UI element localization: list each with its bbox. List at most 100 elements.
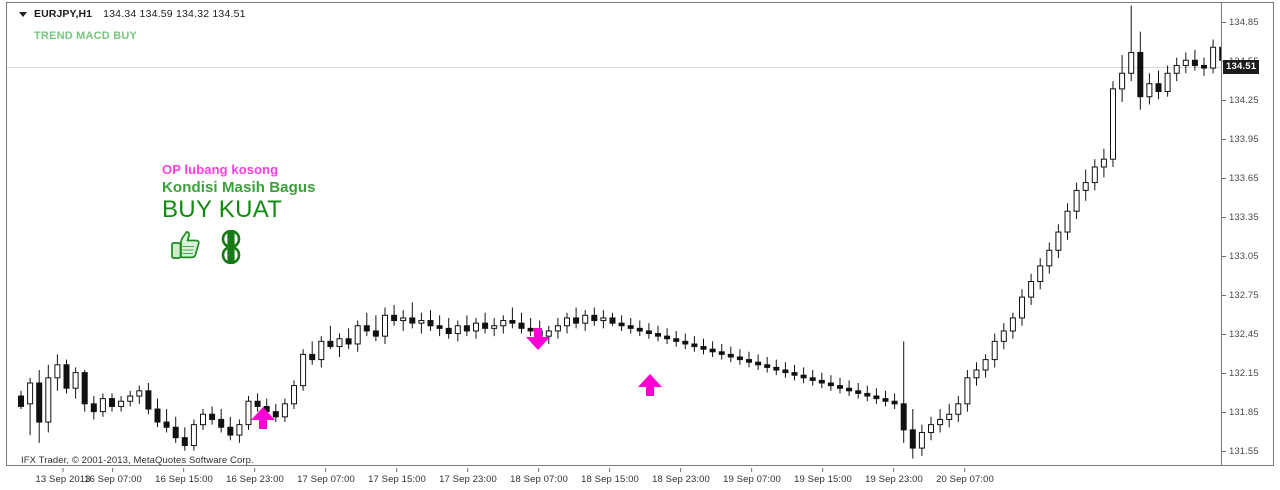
time-tick-dash xyxy=(112,468,114,472)
candlestick xyxy=(527,317,534,337)
price-axis[interactable]: 134.85134.55134.25133.95133.65133.35133.… xyxy=(1221,3,1273,465)
candlestick xyxy=(909,409,916,459)
candlestick xyxy=(1137,31,1144,110)
candlestick xyxy=(554,317,561,339)
chevron-down-icon[interactable] xyxy=(19,11,27,17)
candlestick xyxy=(436,315,443,337)
candlestick xyxy=(691,336,698,352)
candlestick xyxy=(400,310,407,331)
time-tick-label: 17 Sep 07:00 xyxy=(297,474,355,485)
candlestick xyxy=(809,369,816,386)
candlestick xyxy=(655,325,661,342)
price-tick: 133.35 xyxy=(1222,212,1259,224)
time-tick-label: 19 Sep 23:00 xyxy=(865,474,923,485)
price-tick-label: 134.85 xyxy=(1229,17,1259,29)
candlestick xyxy=(345,328,352,350)
time-tick-dash xyxy=(609,468,611,472)
candlestick xyxy=(782,362,789,378)
time-tick-dash xyxy=(254,468,256,472)
candlestick xyxy=(354,320,361,352)
candlestick xyxy=(236,419,243,443)
candlestick xyxy=(109,393,115,412)
candlestick xyxy=(600,310,607,329)
candlestick xyxy=(209,406,216,425)
candlestick xyxy=(491,317,498,337)
candlestick xyxy=(473,317,479,339)
candlestick xyxy=(591,307,598,326)
time-tick: 18 Sep 23:00 xyxy=(652,468,710,485)
current-price-tag: 134.51 xyxy=(1223,59,1260,74)
price-tick-label: 133.35 xyxy=(1229,212,1259,224)
candlestick xyxy=(245,396,252,430)
candlestick xyxy=(1110,81,1116,167)
price-tick-label: 133.65 xyxy=(1229,173,1259,185)
time-tick-dash xyxy=(183,468,185,472)
price-tick-label: 133.95 xyxy=(1229,134,1259,146)
time-tick-label: 20 Sep 07:00 xyxy=(936,474,994,485)
candlestick xyxy=(1100,148,1107,178)
candlestick xyxy=(454,320,461,342)
price-tick: 132.75 xyxy=(1222,290,1259,302)
price-tick-dash xyxy=(1222,139,1226,141)
candlestick xyxy=(964,369,971,412)
symbol-name: EURJPY,H1 xyxy=(34,8,93,20)
time-tick-dash xyxy=(680,468,682,472)
candlestick xyxy=(63,359,70,394)
candlestick xyxy=(509,307,516,329)
candlestick xyxy=(982,354,989,378)
time-tick-dash xyxy=(325,468,327,472)
candlestick xyxy=(1046,242,1053,274)
copyright-text: IFX Trader, © 2001-2013, MetaQuotes Soft… xyxy=(21,455,254,466)
candlestick xyxy=(272,403,279,423)
candlestick xyxy=(991,333,998,368)
candlestick xyxy=(281,398,288,423)
time-tick-dash xyxy=(964,468,966,472)
price-tick-dash xyxy=(1222,178,1226,180)
candlestick xyxy=(391,304,398,326)
candlestick xyxy=(1164,65,1171,97)
candlestick xyxy=(227,416,234,441)
thumbs-up-icon xyxy=(171,230,200,259)
time-tick-label: 17 Sep 23:00 xyxy=(439,474,497,485)
current-price-line xyxy=(7,66,1273,68)
candlestick xyxy=(727,346,734,363)
time-tick: 17 Sep 23:00 xyxy=(439,468,497,485)
candlestick xyxy=(855,383,862,399)
candlestick xyxy=(746,351,752,368)
candlestick xyxy=(327,325,334,350)
candlestick xyxy=(837,377,843,394)
candlestick xyxy=(709,341,716,357)
indicator-label: TREND MACD BUY xyxy=(34,30,138,42)
candlestick xyxy=(664,328,671,344)
candlestick xyxy=(882,390,889,407)
price-tick: 132.15 xyxy=(1222,368,1259,380)
annotation-line-2: Kondisi Masih Bagus xyxy=(162,178,316,196)
candlestick xyxy=(773,359,780,376)
candlestick xyxy=(336,333,343,357)
candlestick xyxy=(1019,289,1025,326)
price-tick-dash xyxy=(1222,412,1226,414)
time-tick-dash xyxy=(396,468,398,472)
time-axis[interactable]: 13 Sep 2013 16 Sep 07:00 16 Sep 15:00 16 Se… xyxy=(6,468,1274,490)
price-tick-label: 134.25 xyxy=(1229,95,1259,107)
candlestick xyxy=(218,409,225,433)
candlestick xyxy=(263,398,270,420)
candlestick xyxy=(154,398,161,428)
candlestick xyxy=(36,369,43,443)
price-tick: 133.95 xyxy=(1222,134,1259,146)
candlestick xyxy=(955,396,962,423)
price-tick-dash xyxy=(1222,100,1226,102)
candlestick xyxy=(427,310,434,331)
candlestick xyxy=(136,385,143,404)
time-tick: 17 Sep 07:00 xyxy=(297,468,355,485)
candlestick xyxy=(1146,73,1153,105)
candlestick xyxy=(309,341,316,365)
time-tick-dash xyxy=(62,468,64,472)
candlestick xyxy=(582,310,589,331)
chart-frame: EURJPY,H1 134.34 134.59 134.32 134.51 TR… xyxy=(6,2,1274,466)
candlestick-plot xyxy=(18,5,1271,459)
candlestick xyxy=(918,424,925,456)
price-tick-label: 131.85 xyxy=(1229,407,1259,419)
annotation-icons xyxy=(168,229,316,264)
